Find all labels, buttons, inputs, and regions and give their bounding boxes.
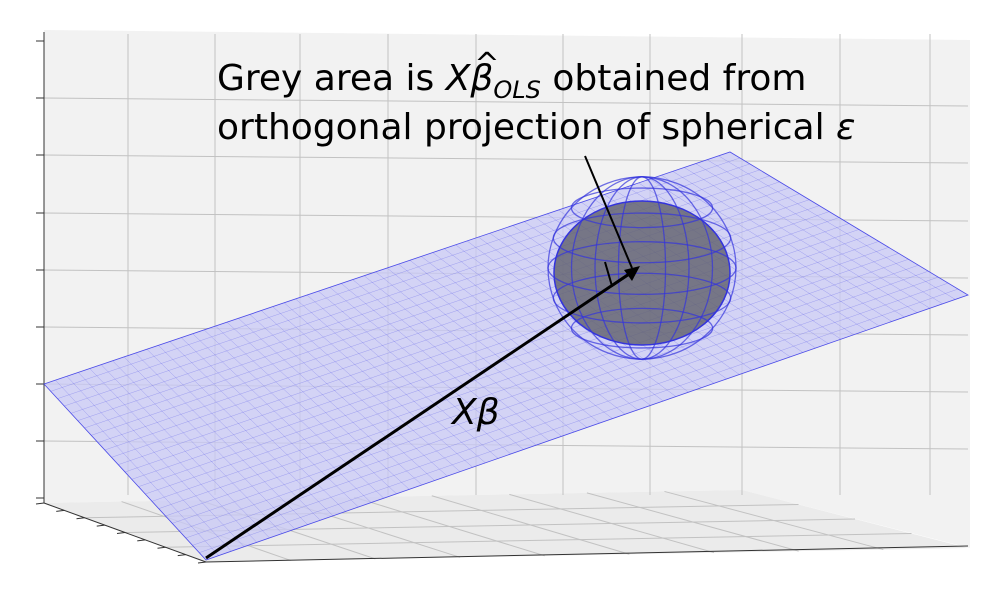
annotation-line-2-text: orthogonal projection of spherical: [217, 107, 837, 148]
axis-tick: [96, 524, 105, 527]
axis-tick: [177, 554, 186, 557]
axis-tick: [137, 539, 146, 542]
math-subscript: OLS: [493, 76, 541, 104]
annotation-text: Grey area is X ^ βOLS obtained from orthog…: [217, 47, 856, 151]
plane-meshline: [131, 229, 859, 480]
annotation-line-1: Grey area is X ^ βOLS obtained from: [217, 47, 856, 105]
annotation-prefix: Grey area is: [217, 58, 446, 99]
plane-meshline: [165, 259, 909, 517]
plane-meshline: [50, 157, 740, 392]
math-beta-hat: ^ β: [470, 47, 499, 102]
pane-gridline: [43, 97, 969, 107]
axis-ticks: [35, 40, 207, 564]
epsilon-pointer-line: [584, 155, 633, 269]
sphere-parallel: [570, 307, 714, 349]
axis-tick: [35, 502, 45, 505]
plane-meshline: [199, 288, 959, 553]
right-angle-marker: [604, 261, 637, 288]
math-x: X: [445, 58, 471, 99]
vectors: [205, 155, 640, 560]
sphere-parallel: [552, 212, 732, 264]
axis-tick: [76, 517, 85, 520]
math-beta: β: [470, 58, 494, 99]
x-beta-label: Xβ: [452, 392, 500, 433]
sphere-parallel: [547, 241, 737, 295]
math-hat: ^: [474, 47, 500, 82]
plane-meshline: [192, 282, 949, 546]
plane-meshline: [178, 271, 929, 531]
floor-front-axis: [205, 545, 969, 563]
floor-gridline: [165, 533, 912, 548]
plane-meshline: [145, 241, 879, 495]
annotation-line-2: orthogonal projection of spherical ε: [217, 105, 856, 151]
sphere-parallel: [552, 272, 732, 324]
sphere-meridian: [570, 176, 714, 360]
x-beta-vector: [205, 270, 633, 560]
axis-tick: [56, 509, 65, 512]
plane-meshline: [158, 253, 899, 509]
axis-tick: [116, 532, 126, 534]
annotation-suffix: obtained from: [540, 58, 807, 99]
sphere-parallel: [570, 187, 714, 229]
math-epsilon: ε: [836, 107, 856, 148]
plane-meshline: [185, 276, 939, 539]
axis-tick: [197, 561, 207, 564]
plane-meshline: [151, 247, 889, 502]
plane-meshline: [138, 235, 869, 487]
plane-meshline: [172, 265, 919, 524]
axis-tick: [157, 546, 166, 549]
pane-gridline: [43, 154, 969, 164]
error-sphere-wireframe: [547, 176, 737, 360]
